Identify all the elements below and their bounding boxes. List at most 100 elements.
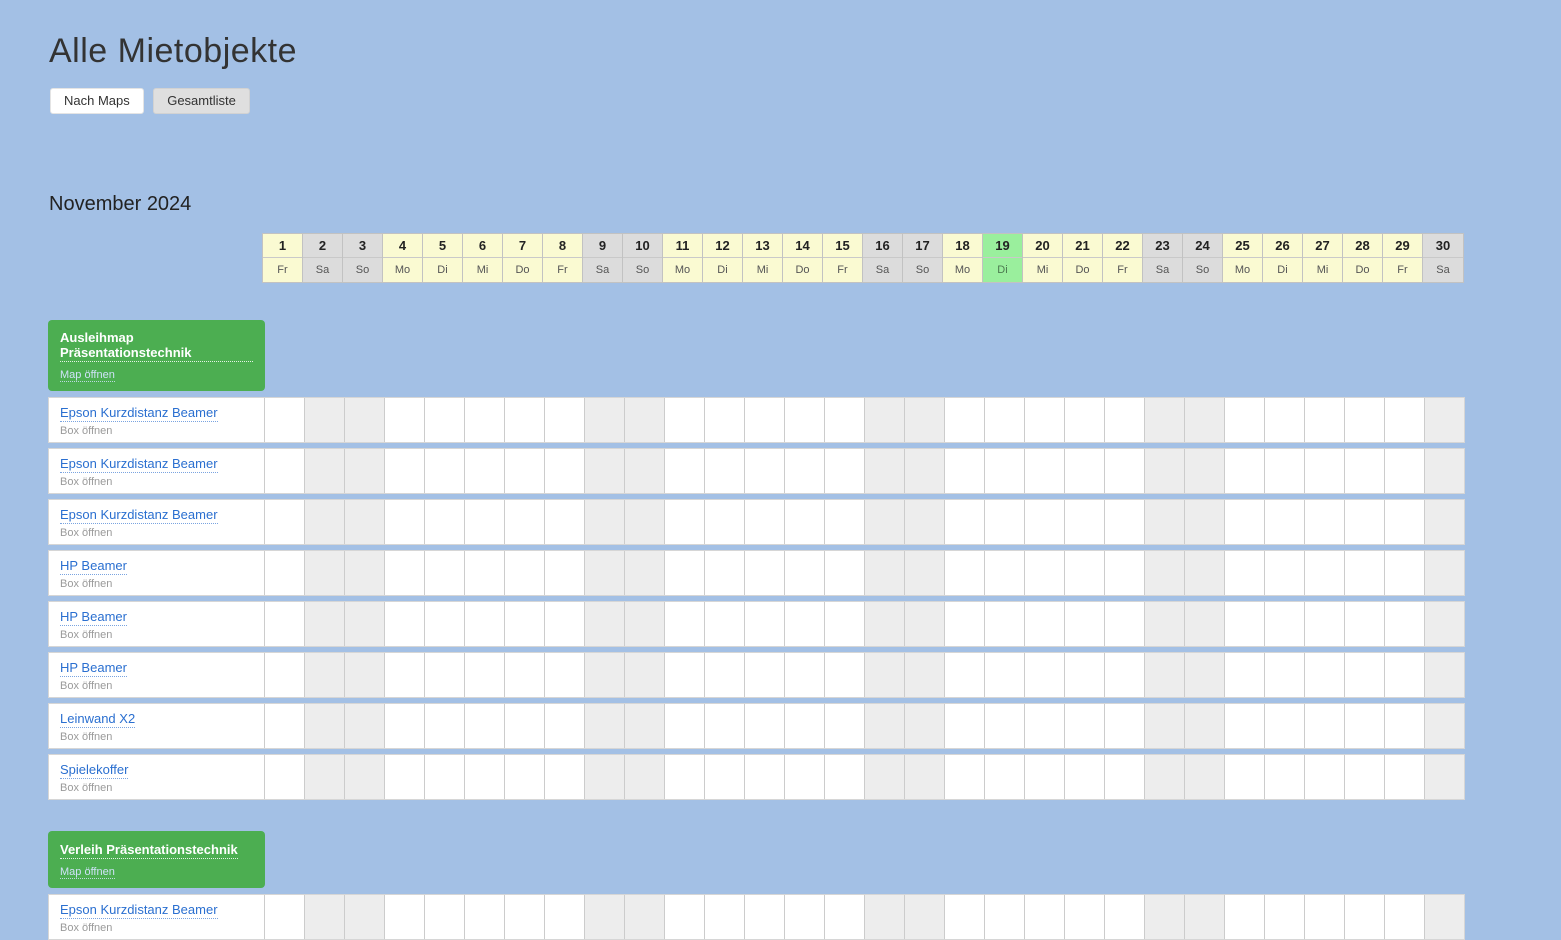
availability-cell [944,500,984,544]
availability-cell [824,895,864,939]
map-title-link[interactable]: Ausleihmap Präsentationstechnik [60,330,253,362]
availability-cell [744,895,784,939]
item-row: Leinwand X2 Box öffnen [48,703,1465,749]
day-number: 17 [903,234,942,258]
availability-cell [704,449,744,493]
availability-cell [624,755,664,799]
map-open-link[interactable]: Map öffnen [60,369,115,382]
availability-cell [1304,653,1344,697]
availability-cell [664,500,704,544]
availability-cell [424,602,464,646]
availability-cell [824,500,864,544]
availability-cell [1064,704,1104,748]
gesamtliste-button[interactable]: Gesamtliste [153,88,250,114]
availability-cell [1384,551,1424,595]
calendar-day-column: 30 Sa [1423,234,1463,282]
calendar-day-column: 9 Sa [583,234,623,282]
item-label: Leinwand X2 Box öffnen [49,704,264,748]
availability-cell [1344,602,1384,646]
availability-cell [1344,551,1384,595]
box-open-link[interactable]: Box öffnen [60,680,113,692]
day-number: 8 [543,234,582,258]
item-name-link[interactable]: Spielekoffer [60,762,129,779]
availability-cell [264,704,304,748]
availability-cell [744,653,784,697]
day-number: 28 [1343,234,1382,258]
nach-maps-button[interactable]: Nach Maps [50,88,144,114]
map-card: Verleih Präsentationstechnik Map öffnen [48,831,265,888]
day-weekday: Do [1075,264,1090,276]
calendar-day-column: 24 So [1183,234,1223,282]
day-weekday: Di [1277,264,1288,276]
box-open-link[interactable]: Box öffnen [60,782,113,794]
day-weekday: Di [437,264,448,276]
availability-cell [1104,602,1144,646]
availability-cell [1224,602,1264,646]
availability-cell [544,704,584,748]
availability-cell [544,500,584,544]
availability-cell [1344,398,1384,442]
availability-cell [1144,704,1184,748]
availability-cell [1264,653,1304,697]
availability-cell [544,551,584,595]
availability-cell [824,551,864,595]
availability-cell [704,704,744,748]
day-weekday: Mo [1234,264,1251,276]
availability-cell [904,704,944,748]
availability-cell [864,602,904,646]
item-name-link[interactable]: Epson Kurzdistanz Beamer [60,507,218,524]
availability-cell [904,602,944,646]
availability-cell [1024,895,1064,939]
item-name-link[interactable]: Epson Kurzdistanz Beamer [60,902,218,919]
availability-cell [744,602,784,646]
availability-cell [1224,551,1264,595]
availability-cell [1384,653,1424,697]
availability-cell [1424,551,1464,595]
availability-cell [744,755,784,799]
availability-cell [624,551,664,595]
map-title-link[interactable]: Verleih Präsentationstechnik [60,842,238,859]
availability-cell [1104,449,1144,493]
box-open-link[interactable]: Box öffnen [60,578,113,590]
availability-cell [1024,551,1064,595]
availability-cell [1064,755,1104,799]
calendar-day-column: 18 Mo [943,234,983,282]
box-open-link[interactable]: Box öffnen [60,425,113,437]
box-open-link[interactable]: Box öffnen [60,476,113,488]
availability-cell [504,602,544,646]
box-open-link[interactable]: Box öffnen [60,629,113,641]
calendar-day-column: 12 Di [703,234,743,282]
availability-cell [1064,449,1104,493]
item-name-link[interactable]: Leinwand X2 [60,711,136,728]
availability-cell [264,551,304,595]
availability-cell [1184,449,1224,493]
availability-cell [984,653,1024,697]
availability-cell [1144,895,1184,939]
availability-cell [584,602,624,646]
availability-cell [1024,398,1064,442]
calendar-day-column: 11 Mo [663,234,703,282]
availability-cell [1144,551,1184,595]
box-open-link[interactable]: Box öffnen [60,922,113,934]
day-weekday: Sa [315,264,330,276]
availability-cell [304,500,344,544]
day-number: 15 [823,234,862,258]
item-name-link[interactable]: Epson Kurzdistanz Beamer [60,456,218,473]
day-weekday: Sa [1436,264,1450,276]
day-number: 26 [1263,234,1302,258]
availability-cell [1024,653,1064,697]
item-row: HP Beamer Box öffnen [48,550,1465,596]
box-open-link[interactable]: Box öffnen [60,731,113,743]
box-open-link[interactable]: Box öffnen [60,527,113,539]
item-name-link[interactable]: HP Beamer [60,660,127,677]
item-name-link[interactable]: HP Beamer [60,609,127,626]
day-weekday: So [1195,264,1210,276]
availability-cell [1184,398,1224,442]
item-label: Epson Kurzdistanz Beamer Box öffnen [49,398,264,442]
availability-cell [544,449,584,493]
availability-cell [1104,704,1144,748]
map-open-link[interactable]: Map öffnen [60,866,115,879]
item-name-link[interactable]: Epson Kurzdistanz Beamer [60,405,218,422]
availability-cell [464,398,504,442]
item-name-link[interactable]: HP Beamer [60,558,127,575]
